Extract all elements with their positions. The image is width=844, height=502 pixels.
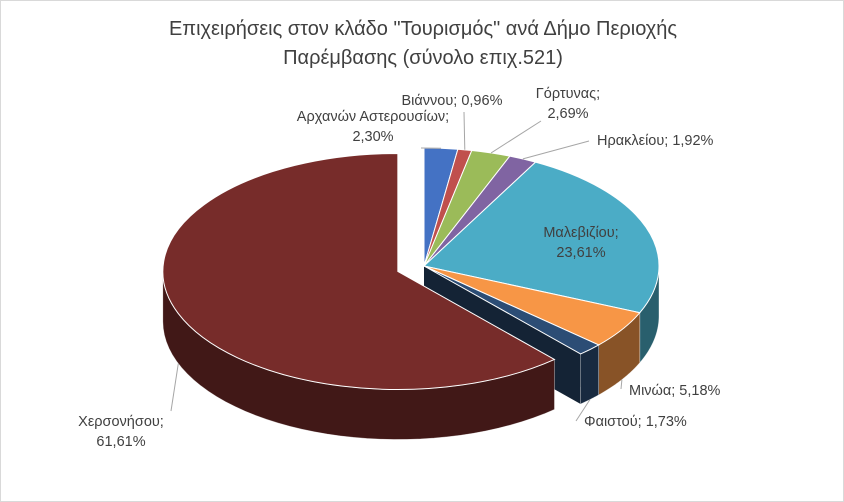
slice-1-leader-line: [463, 111, 466, 150]
slice-5-leader-line: [620, 379, 623, 390]
slice-7-data-label: Χερσονήσου; 61,61%: [78, 414, 164, 450]
slice-6-leader-line: [575, 399, 591, 422]
slice-2-data-label: Γόρτυνας; 2,69%: [536, 86, 600, 122]
slice-6-data-label: Φαιστού; 1,73%: [584, 414, 687, 430]
slice-1-data-label: Βιάννου; 0,96%: [402, 93, 503, 109]
slice-4-top: [422, 161, 660, 314]
pie-tops: [162, 147, 660, 390]
slice-4-data-label-line-1: 23,61%: [556, 245, 605, 261]
slice-1-data-label-line-0: Βιάννου; 0,96%: [402, 93, 503, 109]
slice-6-data-label-line-0: Φαιστού; 1,73%: [584, 414, 687, 430]
slice-0-data-label-line-1: 2,30%: [352, 129, 393, 145]
slice-0-data-label: Αρχανών Αστερουσίων; 2,30%: [297, 109, 449, 145]
slice-4-data-label: Μαλεβιζίου; 23,61%: [543, 225, 618, 261]
slice-5-data-label: Μινώα; 5,18%: [629, 383, 721, 399]
slice-6-top: [423, 265, 600, 355]
slice-2-leader-line: [490, 120, 542, 154]
slice-2-data-label-line-1: 2,69%: [547, 106, 588, 122]
slice-0-data-label-line-0: Αρχανών Αστερουσίων;: [297, 109, 449, 125]
slice-3-data-label-line-0: Ηρακλείου; 1,92%: [597, 133, 714, 149]
slice-3-data-label: Ηρακλείου; 1,92%: [597, 133, 714, 149]
slice-5-data-label-line-0: Μινώα; 5,18%: [629, 383, 721, 399]
slice-7-top: [162, 152, 556, 390]
slice-4-data-label-line-0: Μαλεβιζίου;: [543, 225, 618, 241]
slice-7-data-label-line-0: Χερσονήσου;: [78, 414, 164, 430]
slice-2-data-label-line-0: Γόρτυνας;: [536, 86, 600, 102]
slice-6-wall: [580, 344, 599, 405]
slice-3-leader-line: [522, 140, 590, 160]
slice-7-data-label-line-1: 61,61%: [96, 434, 145, 450]
chart-title-line-1: Επιχειρήσεις στον κλάδο "Τουρισμός" ανά …: [168, 18, 678, 40]
leader-lines: [170, 111, 623, 422]
data-labels: Αρχανών Αστερουσίων; 2,30% Βιάννου; 0,96% Γ…: [78, 86, 720, 450]
chart-title-line-2: Παρέμβασης (σύνολο επιχ.521): [283, 47, 563, 69]
slice-7-leader-line: [170, 363, 179, 412]
